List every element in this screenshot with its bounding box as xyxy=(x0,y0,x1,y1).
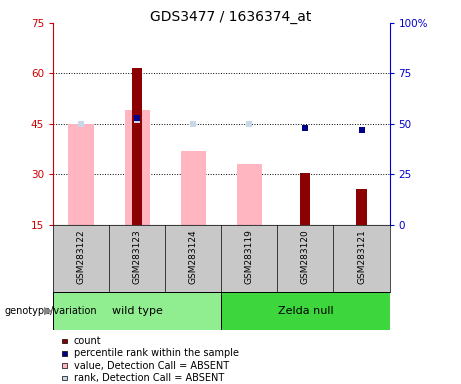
FancyBboxPatch shape xyxy=(221,292,390,330)
Text: percentile rank within the sample: percentile rank within the sample xyxy=(74,348,239,358)
Text: ▶: ▶ xyxy=(44,306,53,316)
Text: GSM283120: GSM283120 xyxy=(301,230,310,284)
Bar xyxy=(236,164,262,225)
Bar xyxy=(124,111,150,225)
Text: GSM283119: GSM283119 xyxy=(245,230,254,284)
FancyBboxPatch shape xyxy=(53,292,221,330)
Text: GSM283123: GSM283123 xyxy=(133,230,142,284)
Text: count: count xyxy=(74,336,101,346)
Text: genotype/variation: genotype/variation xyxy=(5,306,97,316)
Bar xyxy=(356,189,366,225)
Text: GSM283121: GSM283121 xyxy=(357,230,366,284)
Text: GSM283124: GSM283124 xyxy=(189,230,198,284)
Bar xyxy=(301,172,310,225)
Bar xyxy=(181,151,206,225)
Text: rank, Detection Call = ABSENT: rank, Detection Call = ABSENT xyxy=(74,373,224,383)
Bar xyxy=(132,68,142,225)
Text: value, Detection Call = ABSENT: value, Detection Call = ABSENT xyxy=(74,361,229,371)
Bar xyxy=(68,124,94,225)
Text: GSM283122: GSM283122 xyxy=(77,230,86,284)
Text: wild type: wild type xyxy=(112,306,163,316)
Text: GDS3477 / 1636374_at: GDS3477 / 1636374_at xyxy=(150,10,311,23)
Text: Zelda null: Zelda null xyxy=(278,306,333,316)
